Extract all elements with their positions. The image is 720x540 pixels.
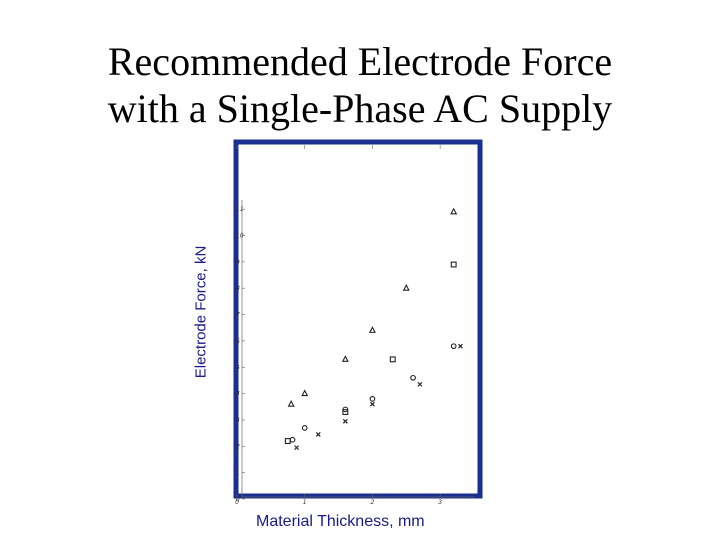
cross-stroke [458,343,463,349]
square-marker [389,356,396,363]
triangle-marker [450,207,458,215]
cross-marker [370,401,375,407]
y-tick-label: 4 [236,391,240,398]
square-marker [342,409,349,416]
y-tick-label: 6 [236,338,240,345]
triangle-marker [368,326,376,333]
y-tick-label: 7 [236,312,240,319]
circle-marker [301,425,308,431]
data-points [284,207,463,451]
x-tick-label: 3 [438,499,442,506]
y-tick-label: 9 [236,259,240,266]
cross-marker [342,418,348,424]
y-axis-label: Electrode Force, kN [192,245,210,379]
square-marker [450,261,457,268]
chart-title-line1: Recommended Electrode Force [107,39,613,84]
circle-marker [289,436,296,443]
circle-marker [342,406,349,413]
chart-title: Recommended Electrode Force with a Singl… [0,38,720,132]
x-tick-label: 0 [235,499,239,506]
cross-stroke [294,445,300,451]
circle-marker [450,343,457,350]
cross-stroke [315,432,321,437]
x-tick-label: 1 [303,499,307,506]
cross-marker [417,381,423,387]
circle-marker [410,374,416,381]
y-tick-label: 3 [236,417,240,424]
y-tick-label: 5 [236,364,240,371]
triangle-marker [402,284,410,291]
triangle-marker [341,355,349,362]
y-tick-label: 0 [236,496,240,503]
triangle-marker [301,389,309,397]
x-tick-label: 2 [371,499,375,506]
y-tick-label: 11 [236,206,244,213]
plot-frame [233,139,483,499]
chart-title-line2: with a Single-Phase AC Supply [107,86,613,131]
cross-stroke [417,381,423,387]
cross-stroke [342,418,348,424]
y-tick-label: 8 [236,285,240,292]
y-tick-label: 10 [236,233,244,240]
circle-marker [369,396,376,402]
x-axis-label: Material Thickness, mm [256,513,425,530]
y-tick-label: 2 [236,443,240,450]
cross-stroke [370,401,375,407]
y-tick-label: 1 [236,470,240,477]
cross-marker [458,343,463,349]
cross-marker [315,432,321,437]
triangle-marker [287,399,295,407]
cross-marker [294,445,300,451]
